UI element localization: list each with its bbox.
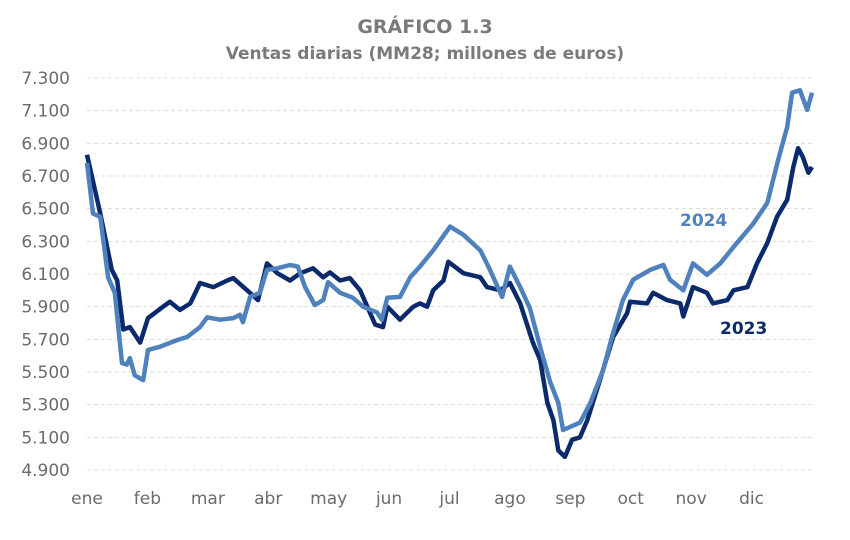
x-tick-label: ago bbox=[494, 489, 526, 509]
y-tick-label: 5.900 bbox=[21, 298, 70, 318]
y-tick-label: 6.700 bbox=[21, 167, 70, 187]
chart-title: GRÁFICO 1.3 bbox=[357, 16, 493, 38]
x-tick-label: ene bbox=[71, 489, 103, 509]
y-tick-label: 4.900 bbox=[21, 461, 70, 481]
series-label-2023: 2023 bbox=[720, 319, 767, 339]
x-tick-label: may bbox=[310, 489, 347, 509]
x-tick-label: sep bbox=[555, 489, 585, 509]
x-tick-label: feb bbox=[134, 489, 161, 509]
x-tick-label: mar bbox=[191, 489, 225, 509]
x-tick-label: oct bbox=[618, 489, 645, 509]
y-tick-label: 5.300 bbox=[21, 396, 70, 416]
x-tick-label: jun bbox=[375, 489, 402, 509]
y-tick-label: 6.300 bbox=[21, 232, 70, 252]
x-tick-label: dic bbox=[739, 489, 764, 509]
y-tick-label: 7.300 bbox=[21, 69, 70, 89]
series-line-2024 bbox=[84, 88, 815, 433]
x-tick-label: nov bbox=[676, 489, 707, 509]
x-tick-label: jul bbox=[438, 489, 459, 509]
y-tick-label: 6.500 bbox=[21, 200, 70, 220]
chart-subtitle: Ventas diarias (MM28; millones de euros) bbox=[225, 44, 625, 64]
x-tick-label: abr bbox=[254, 489, 282, 509]
series-line-2023 bbox=[84, 145, 814, 460]
y-tick-label: 6.100 bbox=[21, 265, 70, 285]
y-tick-label: 6.900 bbox=[21, 134, 70, 154]
y-tick-label: 5.500 bbox=[21, 363, 70, 383]
y-tick-label: 5.700 bbox=[21, 330, 70, 350]
y-tick-label: 7.100 bbox=[21, 102, 70, 122]
series-label-2024: 2024 bbox=[680, 211, 727, 231]
y-tick-label: 5.100 bbox=[21, 428, 70, 448]
